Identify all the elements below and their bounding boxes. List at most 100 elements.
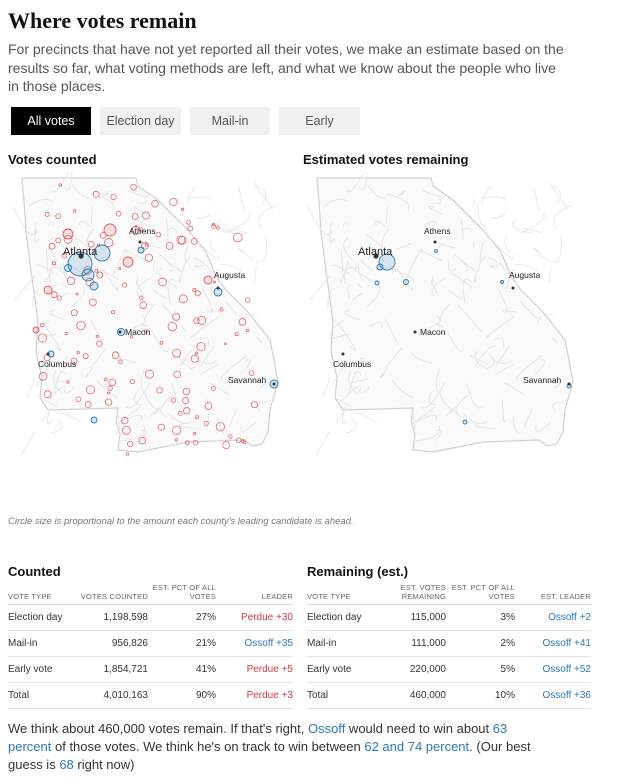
- remaining-table-title: Remaining (est.): [307, 564, 409, 579]
- road: [171, 382, 189, 409]
- road: [133, 206, 149, 215]
- road: [53, 370, 67, 395]
- road: [179, 350, 194, 370]
- road: [436, 242, 445, 249]
- road: [220, 355, 248, 381]
- perdue-county-circle: [75, 292, 79, 296]
- tab-early[interactable]: Early: [279, 107, 360, 135]
- city-dot: [216, 286, 220, 290]
- road: [103, 190, 111, 196]
- road: [174, 355, 194, 365]
- road: [70, 234, 90, 260]
- road: [253, 266, 258, 284]
- road: [102, 268, 119, 291]
- road: [490, 265, 499, 269]
- road: [49, 266, 60, 284]
- road: [505, 269, 516, 293]
- ossoff-county-circle: [81, 268, 95, 282]
- road: [435, 368, 441, 394]
- range-link[interactable]: 62 and 74 percent: [364, 739, 470, 754]
- road: [165, 227, 177, 233]
- road: [192, 354, 200, 369]
- perdue-county-circle: [232, 232, 243, 243]
- tab-mail-in[interactable]: Mail-in: [190, 107, 270, 135]
- road: [115, 351, 137, 364]
- perdue-county-circle: [155, 232, 161, 238]
- table-cell: 5%: [446, 656, 515, 683]
- perdue-county-circle: [72, 209, 77, 213]
- road: [356, 283, 363, 288]
- road: [330, 319, 345, 340]
- summary-text: We think about 460,000 votes remain. If …: [8, 721, 308, 736]
- summary-text: right now): [73, 757, 135, 772]
- perdue-county-circle: [183, 407, 191, 415]
- perdue-county-circle: [55, 237, 61, 244]
- road: [485, 316, 515, 339]
- leader-cell: Ossoff +35: [216, 630, 293, 657]
- road: [488, 257, 508, 274]
- road: [357, 357, 365, 371]
- vote-type-tabs: All votes Election day Mail-in Early: [11, 107, 360, 135]
- road: [85, 367, 94, 379]
- road: [391, 379, 414, 398]
- road: [380, 367, 389, 379]
- road: [341, 406, 348, 425]
- perdue-county-circle: [213, 280, 217, 284]
- perdue-county-circle: [129, 378, 136, 385]
- road: [360, 259, 375, 272]
- road: [460, 227, 472, 233]
- road: [178, 260, 187, 283]
- road: [187, 186, 197, 204]
- road: [61, 412, 82, 423]
- road: [386, 206, 389, 224]
- road: [182, 203, 193, 228]
- road: [195, 213, 211, 219]
- perdue-county-circle: [63, 235, 73, 244]
- perdue-county-circle: [56, 295, 62, 301]
- counted-table: VOTE TYPE VOTES COUNTED EST. PCT OF ALL …: [8, 583, 293, 709]
- road: [255, 237, 267, 263]
- perdue-county-circle: [245, 297, 251, 303]
- road: [477, 203, 488, 228]
- perdue-county-circle: [192, 287, 197, 292]
- tab-all-votes[interactable]: All votes: [11, 107, 91, 135]
- road: [420, 382, 446, 409]
- perdue-county-circle: [120, 416, 129, 425]
- leader-cell: Ossoff +36: [515, 682, 591, 709]
- ossoff-link[interactable]: Ossoff: [307, 721, 346, 736]
- column-header: EST. VOTES REMAINING: [369, 583, 446, 605]
- best-guess-link[interactable]: 68: [59, 757, 74, 772]
- road: [335, 407, 348, 423]
- table-row: Election day 115,000 3% Ossoff +2: [307, 604, 591, 631]
- table-cell: 27%: [148, 604, 216, 631]
- table-cell: Mail-in: [8, 630, 70, 657]
- table-cell: 111,000: [369, 630, 446, 657]
- perdue-county-circle: [192, 432, 197, 436]
- road: [254, 183, 274, 209]
- road: [482, 186, 492, 204]
- needed-percent-link[interactable]: 63 percent: [8, 721, 508, 754]
- table-cell: Mail-in: [307, 630, 369, 657]
- road: [359, 172, 368, 191]
- road: [152, 289, 168, 300]
- tab-election-day[interactable]: Election day: [100, 107, 181, 135]
- column-header: VOTE TYPE: [307, 584, 369, 605]
- road: [13, 275, 36, 301]
- perdue-county-circle: [64, 331, 68, 336]
- road: [474, 350, 489, 370]
- perdue-county-circle: [122, 282, 128, 288]
- road: [65, 386, 74, 394]
- road: [348, 261, 373, 281]
- perdue-county-circle: [158, 277, 167, 287]
- road: [340, 249, 344, 272]
- ossoff-remaining-circle: [374, 280, 380, 286]
- perdue-county-circle: [185, 440, 190, 445]
- road: [501, 399, 506, 424]
- road: [494, 337, 505, 348]
- road: [331, 363, 346, 386]
- road: [257, 185, 266, 206]
- road: [190, 316, 220, 339]
- road: [551, 337, 558, 344]
- road: [91, 206, 94, 224]
- road: [121, 405, 141, 422]
